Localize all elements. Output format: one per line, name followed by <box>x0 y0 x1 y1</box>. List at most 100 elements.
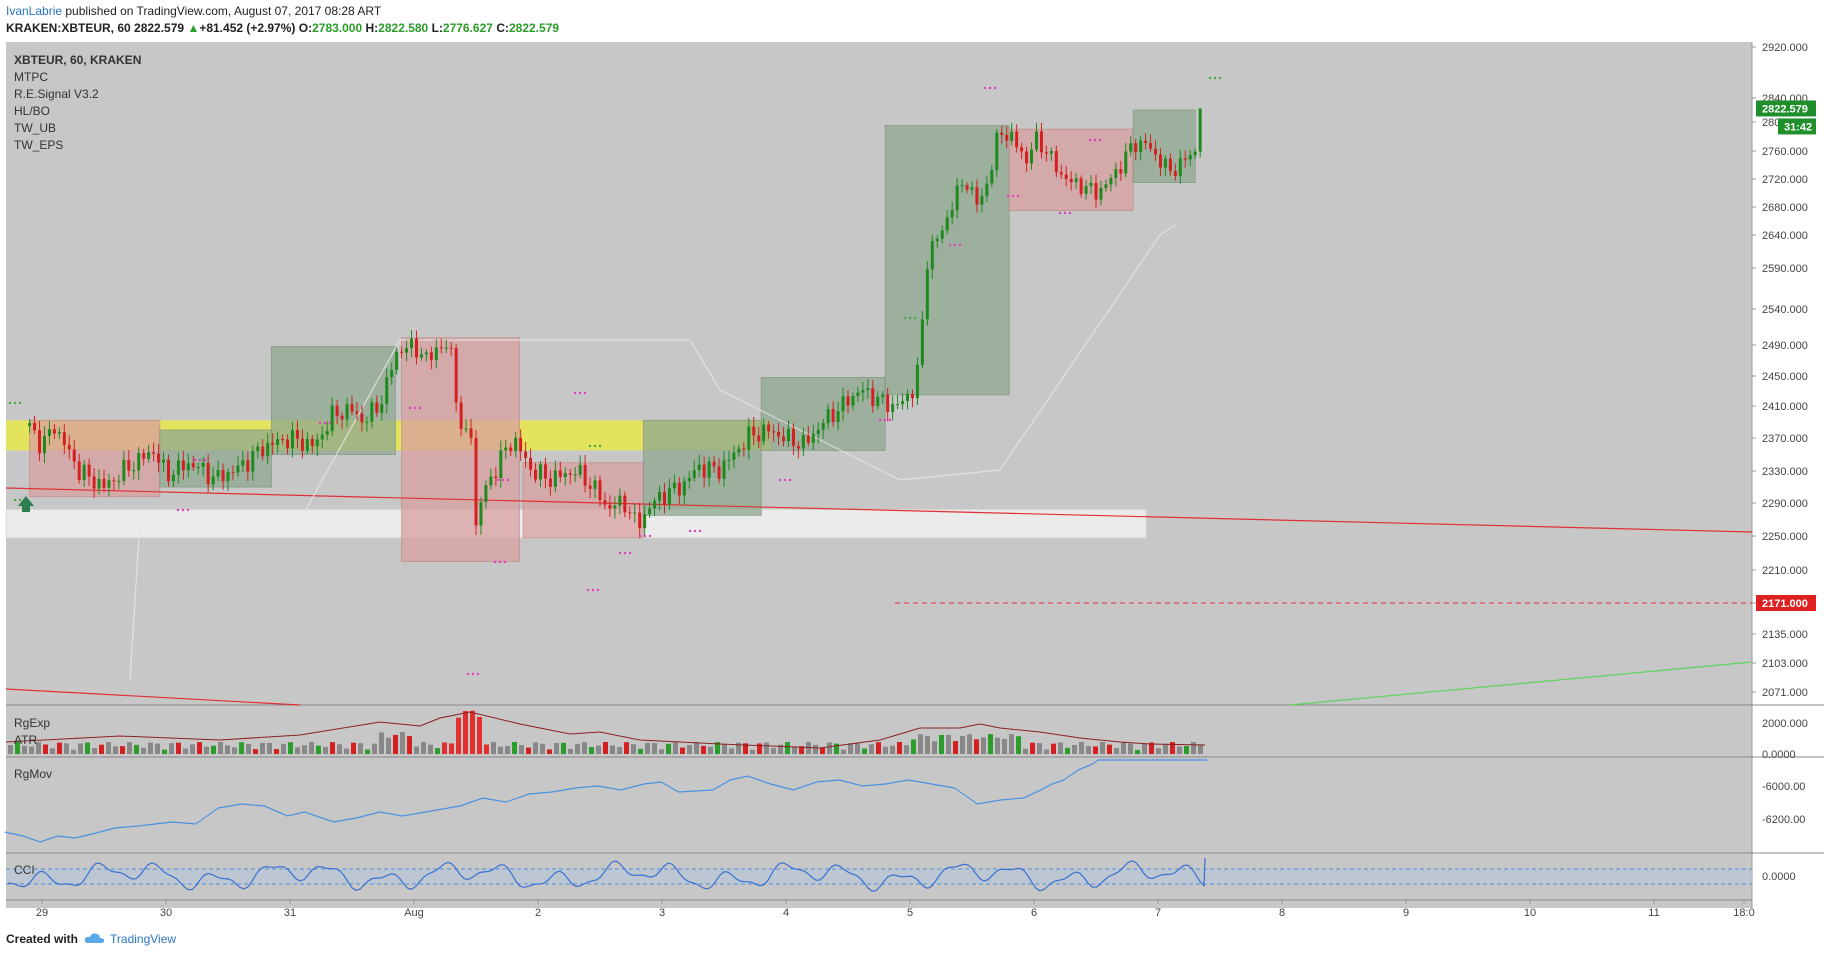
created-with-text: Created with <box>6 932 79 946</box>
volume-bar <box>57 742 62 754</box>
candle-body <box>777 432 781 437</box>
volume-bar <box>925 735 930 754</box>
candle-body <box>390 370 394 378</box>
candle-body <box>330 405 334 432</box>
x-tick-label: 30 <box>160 907 172 919</box>
volume-bar <box>554 743 559 754</box>
volume-bar <box>589 747 594 754</box>
signal-dot <box>638 534 642 538</box>
candle-body <box>1059 172 1063 175</box>
study-legend: XBTEUR, 60, KRAKEN MTPC R.E.Signal V3.2 HL/… <box>14 53 141 877</box>
signal-dot <box>698 529 702 533</box>
volume-bar <box>414 746 419 754</box>
candle-body <box>499 450 503 479</box>
author-link[interactable]: IvanLabrie <box>6 4 63 18</box>
volume-bar <box>1198 745 1203 754</box>
volume-bar <box>1065 747 1070 754</box>
volume-bar <box>694 742 699 754</box>
buy-arrow-icon <box>18 496 34 512</box>
candle-body <box>588 485 592 489</box>
candle-body <box>871 388 875 406</box>
signal-dot <box>506 478 510 482</box>
volume-bar <box>596 745 601 754</box>
signal-dot <box>413 406 417 410</box>
candle-body <box>519 437 523 452</box>
volume-bar <box>99 744 104 754</box>
candle-body <box>524 451 528 458</box>
signal-dot <box>498 560 502 564</box>
candle-body <box>67 444 71 450</box>
cci-band <box>6 869 1752 884</box>
volume-bar <box>344 748 349 754</box>
tradingview-logo-link[interactable]: TradingView <box>84 932 176 946</box>
close-label: C: <box>496 21 509 35</box>
candle-body <box>583 464 587 486</box>
x-tick-label: 8 <box>1279 907 1285 919</box>
cci-tick-label: 0.0000 <box>1762 871 1796 883</box>
volume-bar <box>225 745 230 754</box>
legend-study-name: R.E.Signal V3.2 <box>14 87 99 101</box>
candle-body <box>181 460 185 471</box>
volume-bar <box>295 747 300 754</box>
high-label: H: <box>365 21 379 35</box>
signal-dot <box>1063 211 1067 215</box>
volume-bar <box>841 749 846 754</box>
open-value: 2783.000 <box>312 21 363 35</box>
volume-bar <box>78 743 83 754</box>
volume-bar <box>435 748 440 754</box>
candle-body <box>930 241 934 270</box>
volume-bar <box>309 742 314 754</box>
candle-body <box>1114 169 1118 178</box>
volume-bar <box>729 748 734 754</box>
volume-bar <box>463 711 468 754</box>
volume-bar <box>120 746 125 754</box>
volume-bar <box>176 742 181 754</box>
signal-dot <box>648 534 652 538</box>
candle-body <box>137 453 141 471</box>
signal-dots-layer <box>8 76 1222 676</box>
candle-body <box>702 464 706 478</box>
candle-body <box>52 429 56 434</box>
range-box-red <box>1008 128 1134 211</box>
candle-body <box>434 347 438 360</box>
price-axis[interactable]: 2920.0002840.0002800.0002760.0002720.000… <box>1752 42 1816 883</box>
volume-bar <box>827 742 832 754</box>
signal-dot <box>888 418 892 422</box>
volume-bar <box>736 742 741 754</box>
y-tick-label: 2760.000 <box>1762 146 1808 158</box>
cloud-icon <box>84 933 105 943</box>
x-tick-label: 4 <box>783 907 789 919</box>
signal-dot <box>1068 211 1072 215</box>
candle-body <box>1154 148 1158 155</box>
ohlc-header: KRAKEN:XBTEUR, 60 2822.579 ▲+81.452 (+2.… <box>6 21 559 35</box>
volume-bar <box>883 746 888 754</box>
volume-bar <box>407 736 412 754</box>
volume-bar <box>890 745 895 754</box>
tradingview-brand[interactable]: TradingView <box>110 932 177 946</box>
volume-bar <box>757 743 762 754</box>
candle-body <box>365 421 369 423</box>
volume-bar <box>778 744 783 754</box>
candle-body <box>335 405 339 416</box>
volume-bar <box>820 747 825 754</box>
volume-bar <box>813 744 818 754</box>
signal-dot <box>418 406 422 410</box>
volume-bar <box>512 742 517 754</box>
time-axis[interactable]: 29 30 31 Aug 2 3 4 5 6 7 8 9 10 11 18:0 <box>36 900 1755 919</box>
signal-dot <box>18 498 22 502</box>
volume-bar <box>995 737 1000 754</box>
signal-dot <box>493 560 497 564</box>
candle-body <box>152 452 156 454</box>
candle-body <box>38 430 42 454</box>
candle-body <box>891 404 895 412</box>
candle-body <box>72 449 76 462</box>
candle-body <box>290 430 294 449</box>
volume-bar <box>631 744 636 754</box>
candle-body <box>672 482 676 489</box>
candle-body <box>1025 151 1029 164</box>
cci-line <box>7 857 1206 892</box>
volume-bar <box>22 745 27 754</box>
volume-bar <box>659 749 664 754</box>
candle-body <box>568 473 572 475</box>
